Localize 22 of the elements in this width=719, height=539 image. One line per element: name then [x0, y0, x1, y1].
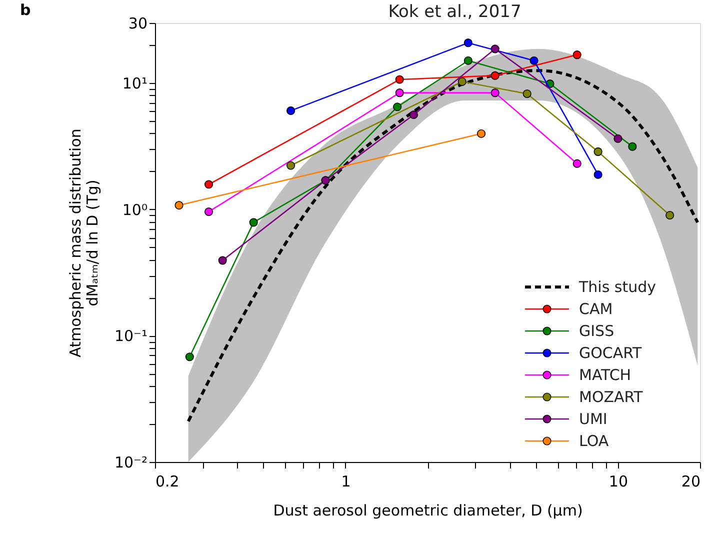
x-tick-label: 10 [608, 472, 628, 490]
x-tick-label: 1 [341, 472, 351, 490]
x-tick-label: 20 [681, 472, 700, 490]
legend-label: LOA [579, 432, 610, 450]
text: Atmospheric mass distribution [66, 128, 84, 358]
x-tick-label: 0.2 [156, 472, 180, 490]
y-tick-label: 10¹ [122, 74, 148, 93]
y-tick-label: 30 [128, 14, 148, 32]
legend-label: CAM [579, 300, 613, 318]
legend-label: This study [578, 278, 656, 296]
legend-label: UMI [579, 410, 608, 428]
text: b [20, 1, 31, 19]
y-tick-label: 10⁰ [122, 200, 148, 219]
legend-label: MOZART [579, 388, 644, 406]
y-tick-label: 10⁻¹ [114, 327, 148, 346]
x-axis-title: Dust aerosol geometric diameter, D (μm) [273, 502, 583, 520]
legend-label: GOCART [579, 344, 642, 362]
legend-label: MATCH [579, 366, 632, 384]
chart-title: Kok et al., 2017 [388, 2, 522, 22]
y-tick-label: 10⁻² [114, 454, 148, 472]
legend-label: GISS [579, 322, 614, 340]
text: dMₐₜₘ/d ln D (Tg) [83, 180, 102, 306]
